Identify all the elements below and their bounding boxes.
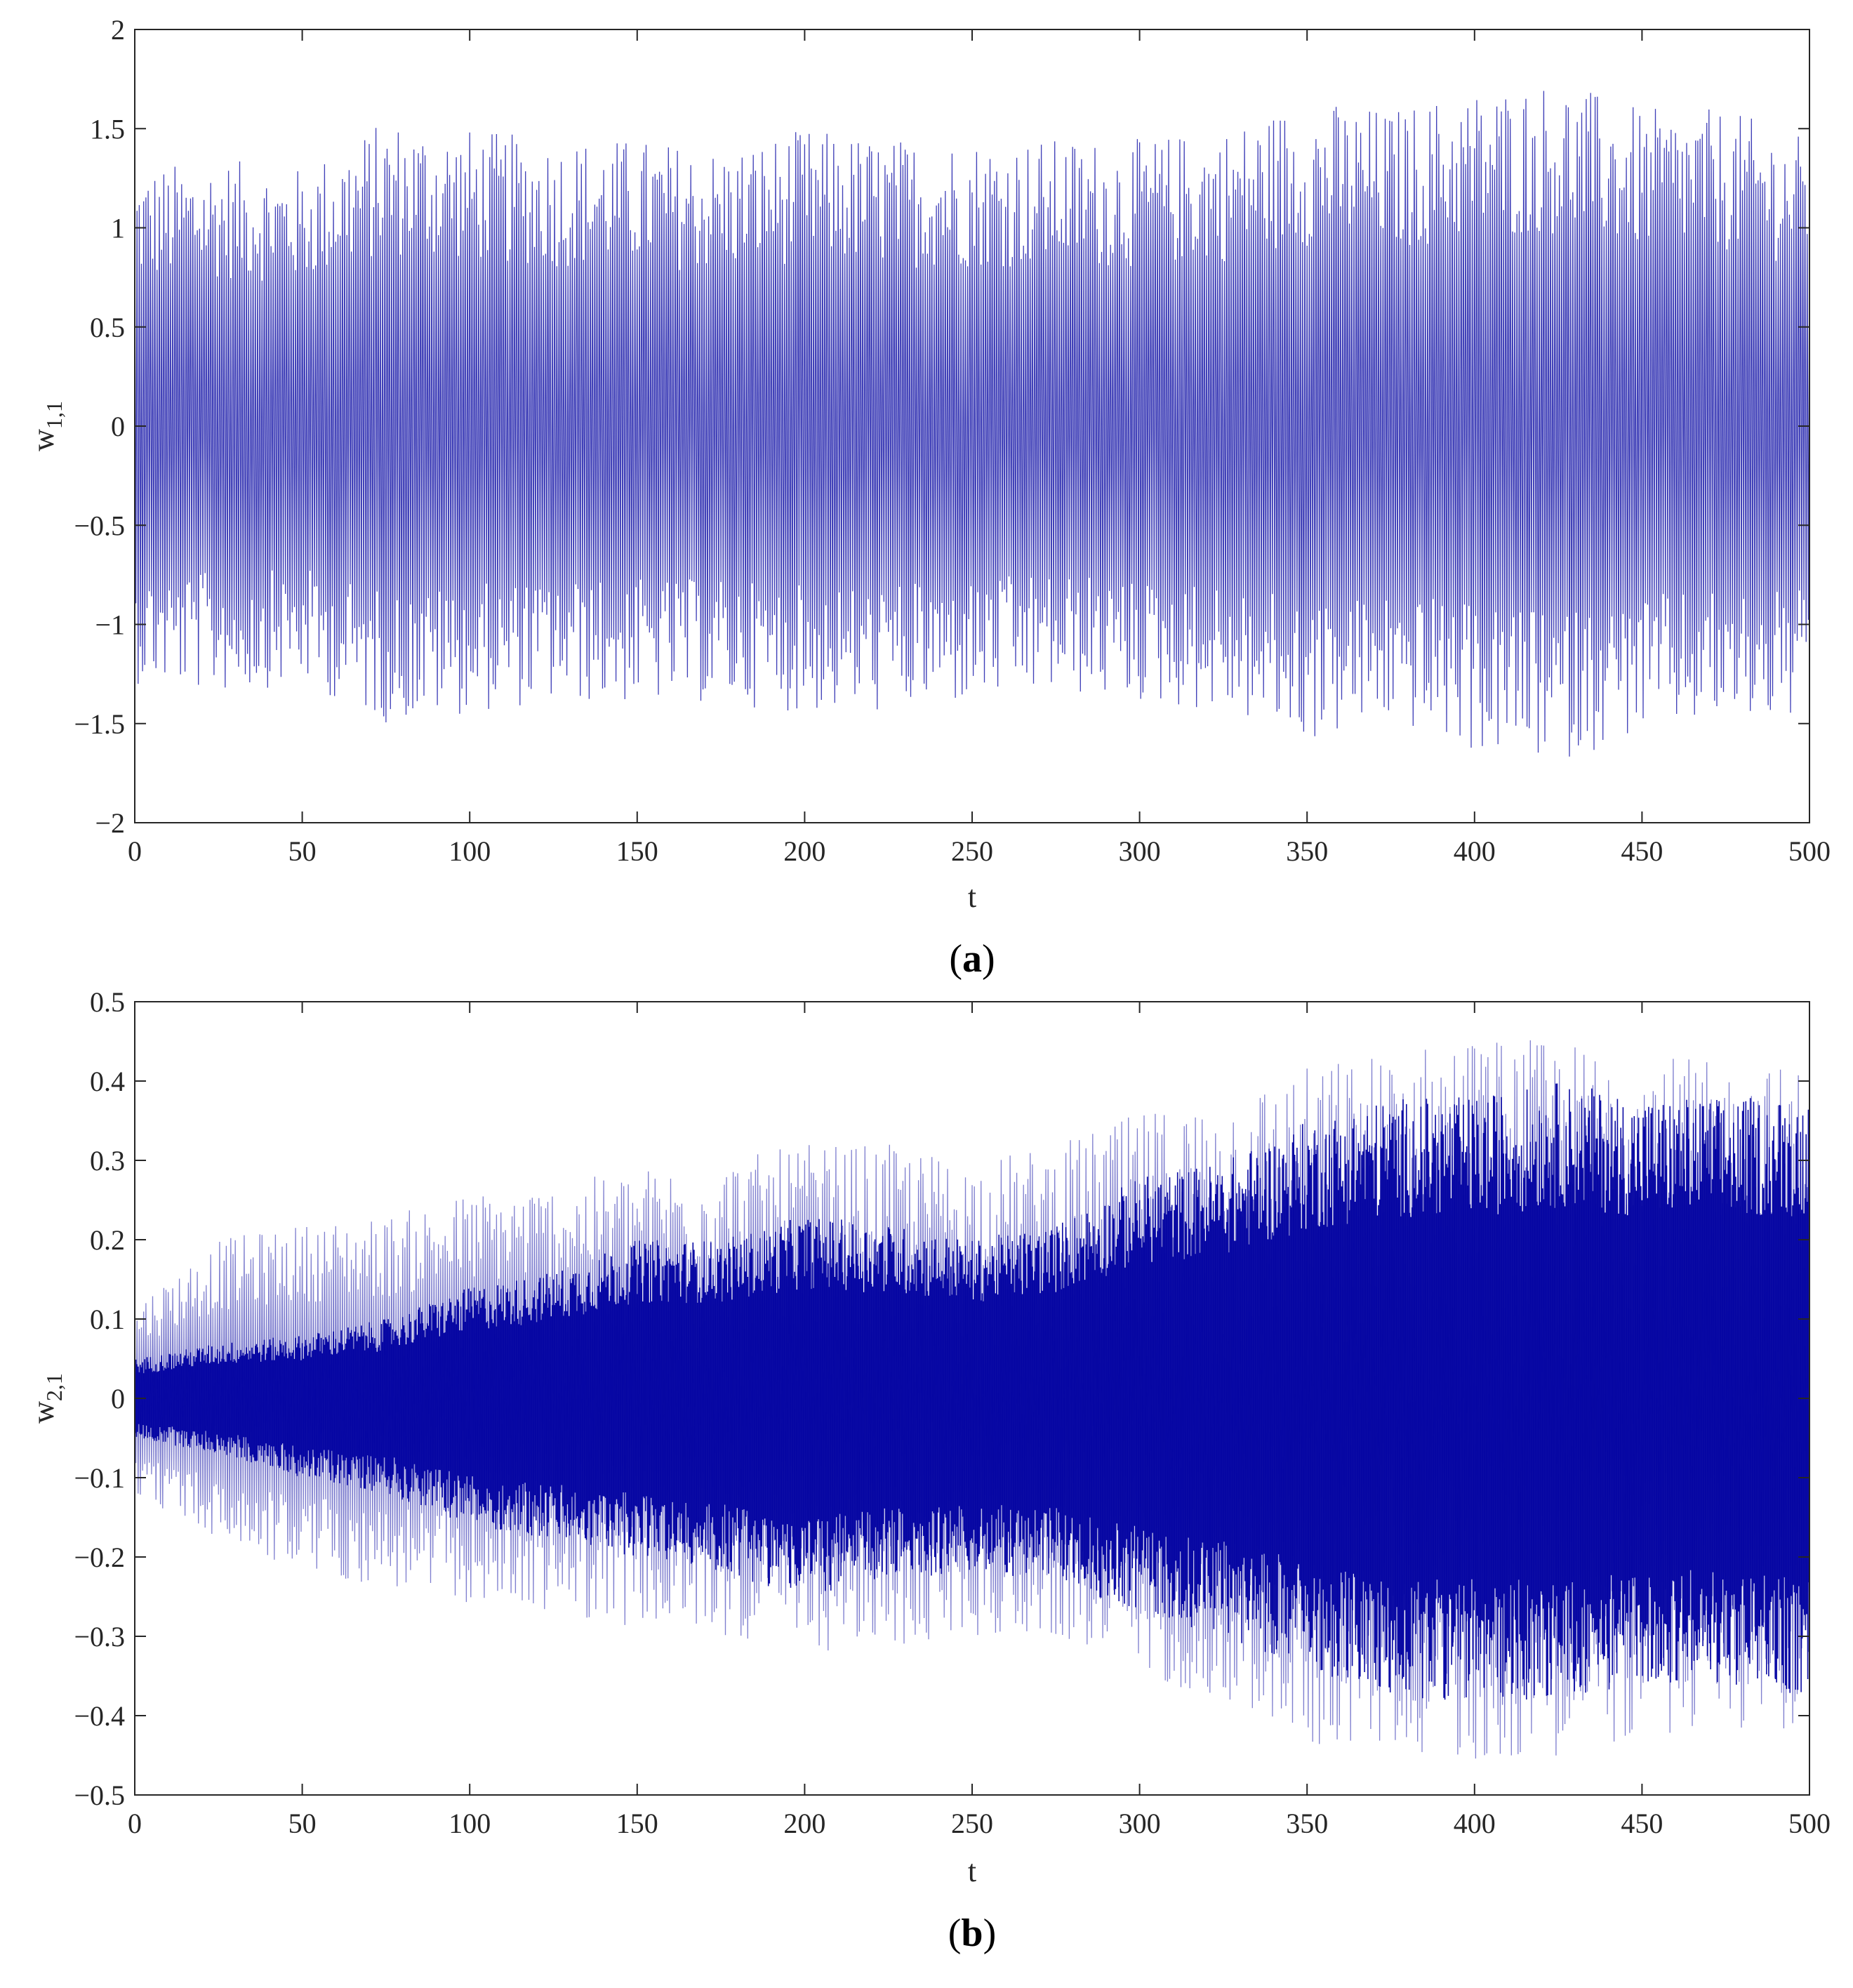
- x-tick-label-a: 200: [783, 835, 825, 867]
- y-tick-label-a: 1: [111, 213, 125, 244]
- x-tick-label-a: 450: [1621, 835, 1663, 867]
- tick-marks-a: [134, 29, 1810, 823]
- y-tick-label-a: 1.5: [90, 113, 125, 145]
- panel-caption-a: (a): [949, 937, 995, 981]
- series-w11: [134, 91, 1810, 757]
- y-tick-label-a: −1: [95, 609, 125, 641]
- x-tick-label-a: 400: [1454, 835, 1496, 867]
- x-tick-label-a: 300: [1119, 835, 1161, 867]
- panel-caption-a-letter: a: [962, 937, 982, 981]
- y-tick-label-b: −0.3: [74, 1621, 125, 1652]
- y-axis-label-b-base: w: [26, 1401, 60, 1424]
- y-axis-label-b: w2,1: [26, 1373, 67, 1424]
- y-tick-label-a: 2: [111, 14, 125, 46]
- y-tick-label-b: 0: [111, 1383, 125, 1414]
- x-tick-label-b: 350: [1286, 1808, 1328, 1839]
- y-axis-label-b-subscript: 2,1: [41, 1373, 67, 1401]
- series-line-a: [134, 91, 1810, 757]
- x-tick-label-a: 100: [449, 835, 491, 867]
- tick-labels-b: 0 50 100 150 200 250 300 350 400 450 500 −0.5 −0.4 −0…: [74, 986, 1831, 1839]
- y-tick-label-a: −1.5: [74, 708, 125, 740]
- y-tick-label-b: −0.1: [74, 1462, 125, 1494]
- x-tick-label-b: 500: [1788, 1808, 1831, 1839]
- y-axis-label-a: w1,1: [26, 401, 67, 451]
- x-tick-label-b: 400: [1454, 1808, 1496, 1839]
- tick-marks-b: [134, 1001, 1810, 1796]
- tick-labels-a: 0 50 100 150 200 250 300 350 400 450 500 −2 −1.5 −1 −0…: [74, 14, 1831, 867]
- series-core-b: [134, 1083, 1810, 1700]
- y-tick-label-b: 0.3: [90, 1145, 125, 1177]
- x-tick-label-a: 350: [1286, 835, 1328, 867]
- y-tick-label-b: −0.5: [74, 1780, 125, 1811]
- y-tick-label-b: 0.2: [90, 1224, 125, 1256]
- series-w21: [134, 1040, 1810, 1759]
- panel-b: 0 50 100 150 200 250 300 350 400 450 500 −0.5 −0.4 −0…: [26, 986, 1831, 1955]
- y-tick-label-b: 0.4: [90, 1066, 125, 1097]
- x-tick-label-b: 450: [1621, 1808, 1663, 1839]
- x-tick-label-b: 250: [951, 1808, 993, 1839]
- series-line-b: [134, 1040, 1810, 1759]
- y-axis-label-a-base: w: [26, 429, 60, 451]
- y-tick-label-b: −0.2: [74, 1542, 125, 1573]
- panel-a: 0 50 100 150 200 250 300 350 400 450 500 −2 −1.5 −1 −0…: [26, 14, 1831, 981]
- x-axis-label-b: t: [968, 1854, 976, 1888]
- x-tick-label-a: 150: [616, 835, 658, 867]
- y-tick-label-b: −0.4: [74, 1700, 125, 1732]
- x-tick-label-b: 300: [1119, 1808, 1161, 1839]
- panel-caption-b: (b): [948, 1911, 996, 1955]
- y-axis-label-a-subscript: 1,1: [41, 401, 67, 429]
- x-tick-label-b: 50: [288, 1808, 317, 1839]
- x-tick-label-a: 50: [288, 835, 317, 867]
- y-tick-label-b: 0.1: [90, 1304, 125, 1335]
- y-tick-label-a: 0: [111, 411, 125, 442]
- x-tick-label-a: 0: [128, 835, 142, 867]
- x-tick-label-b: 0: [128, 1808, 142, 1839]
- x-tick-label-b: 150: [616, 1808, 658, 1839]
- x-tick-label-a: 250: [951, 835, 993, 867]
- y-tick-label-a: −2: [95, 807, 125, 839]
- y-tick-label-a: 0.5: [90, 312, 125, 343]
- x-tick-label-b: 200: [783, 1808, 825, 1839]
- panel-caption-b-letter: b: [961, 1911, 983, 1955]
- x-axis-label-a: t: [968, 880, 976, 914]
- y-tick-label-a: −0.5: [74, 510, 125, 541]
- y-tick-label-b: 0.5: [90, 986, 125, 1018]
- x-tick-label-a: 500: [1788, 835, 1831, 867]
- x-tick-label-b: 100: [449, 1808, 491, 1839]
